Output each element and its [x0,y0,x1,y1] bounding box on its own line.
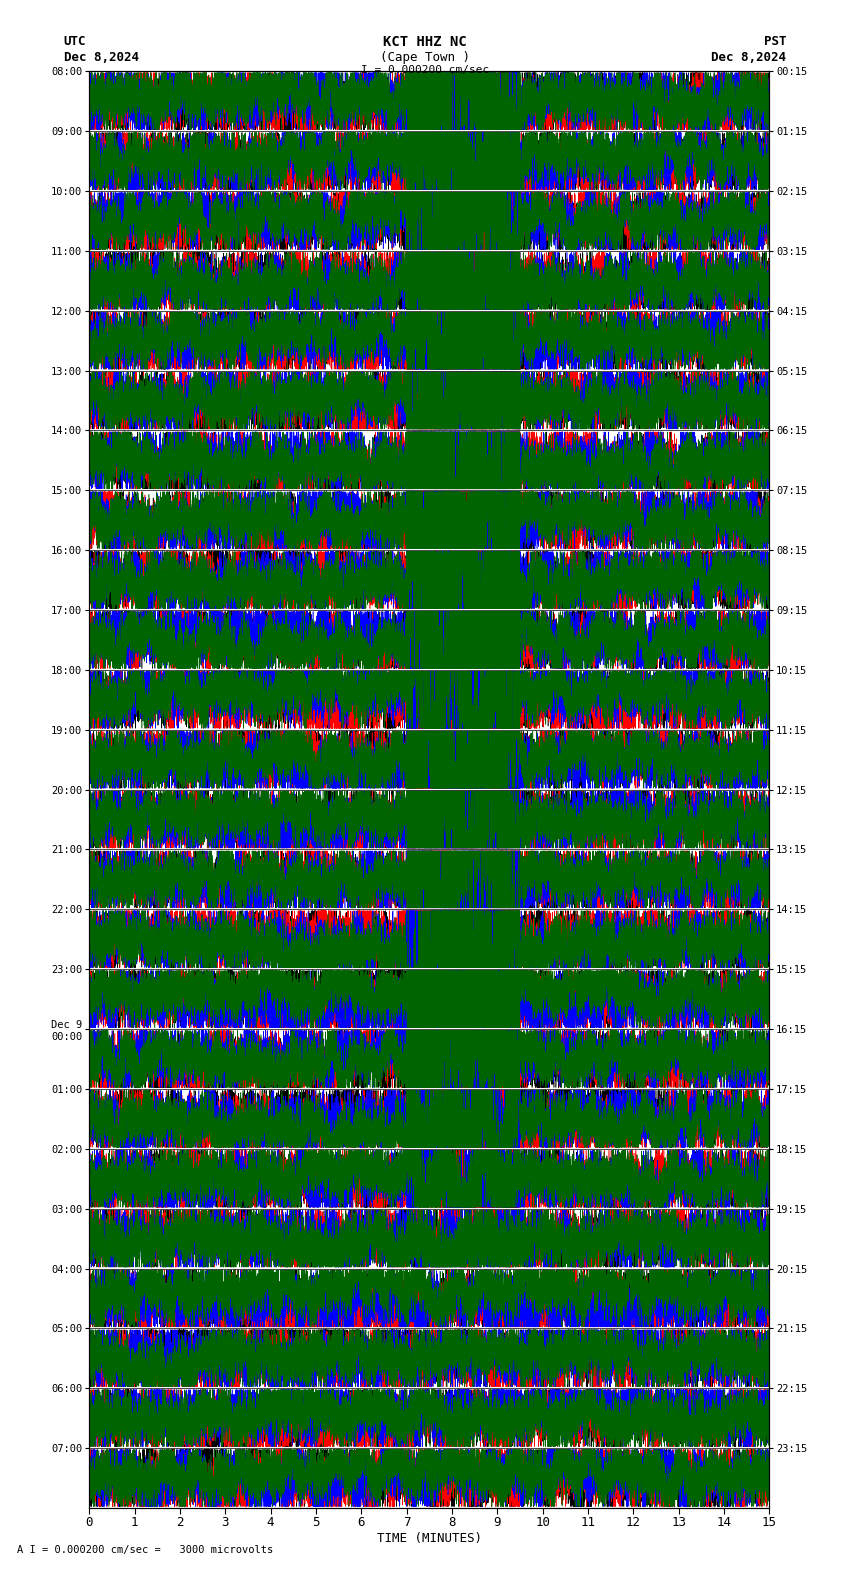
Text: UTC: UTC [64,35,86,48]
Text: KCT HHZ NC: KCT HHZ NC [383,35,467,49]
Text: PST: PST [764,35,786,48]
Text: A I = 0.000200 cm/sec =   3000 microvolts: A I = 0.000200 cm/sec = 3000 microvolts [17,1546,273,1555]
Text: Dec 8,2024: Dec 8,2024 [64,51,139,63]
Text: (Cape Town ): (Cape Town ) [380,51,470,63]
X-axis label: TIME (MINUTES): TIME (MINUTES) [377,1532,482,1544]
Text: Dec 8,2024: Dec 8,2024 [711,51,786,63]
Text: I = 0.000200 cm/sec: I = 0.000200 cm/sec [361,65,489,74]
